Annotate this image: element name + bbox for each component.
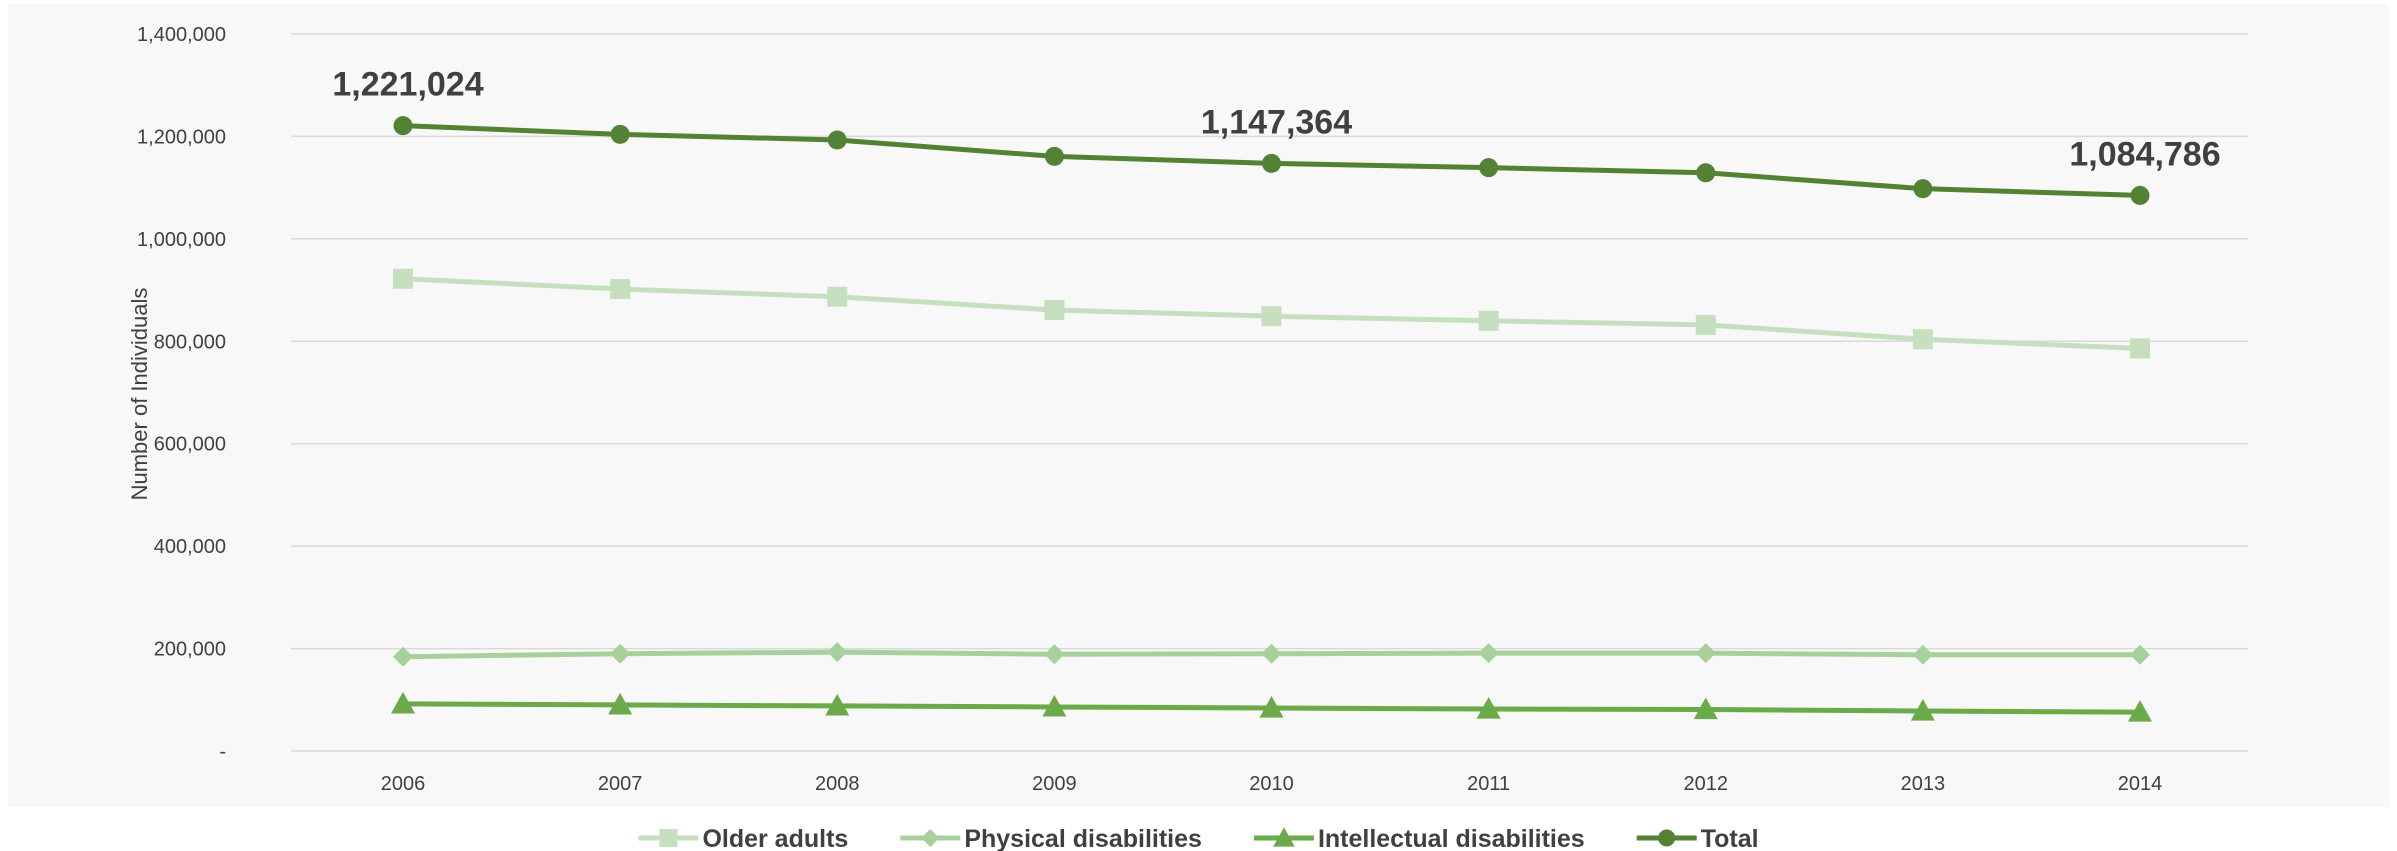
x-tick-label: 2010	[1249, 773, 1294, 795]
data-label: 1,147,364	[1201, 103, 1352, 141]
data-point-intellectual-disabilities	[1910, 699, 1935, 721]
x-tick-label: 2009	[1032, 773, 1077, 795]
x-tick-label: 2013	[1901, 773, 1946, 795]
legend-label: Intellectual disabilities	[1318, 825, 1585, 851]
data-point-intellectual-disabilities	[825, 693, 850, 716]
y-tick-label: -	[219, 741, 226, 763]
data-point-intellectual-disabilities	[608, 692, 633, 715]
legend-item-total: Total	[1636, 825, 1759, 851]
series-lines	[391, 116, 2152, 722]
y-axis-title: Number of Individuals	[127, 288, 152, 501]
x-tick-label: 2007	[598, 773, 643, 795]
data-label: 1,084,786	[2069, 135, 2220, 173]
y-tick-label: 400,000	[154, 536, 226, 558]
data-point-physical-disabilities	[1912, 644, 1933, 665]
data-point-physical-disabilities	[1044, 644, 1065, 665]
data-point-total	[1044, 146, 1064, 166]
data-point-older-adults	[1044, 300, 1065, 321]
data-point-older-adults	[827, 286, 848, 307]
x-tick-label: 2008	[815, 773, 860, 795]
data-point-physical-disabilities	[1261, 643, 1282, 664]
plot-background	[8, 4, 2389, 807]
data-label: 1,221,024	[332, 66, 483, 104]
data-point-total	[610, 124, 630, 144]
legend-label: Physical disabilities	[964, 825, 1202, 851]
data-point-older-adults	[1912, 329, 1933, 350]
data-point-total	[1696, 163, 1716, 183]
data-point-older-adults	[393, 268, 413, 289]
data-point-intellectual-disabilities	[1693, 697, 1718, 720]
legend-item-physical-disabilities: Physical disabilities	[900, 825, 1202, 851]
legend-marker	[1658, 829, 1676, 847]
data-point-older-adults	[1261, 306, 1282, 327]
legend-label: Total	[1701, 825, 1759, 851]
data-point-total	[1262, 153, 1281, 173]
legend: Older adults Physical disabilities Intelle…	[638, 825, 1759, 851]
data-point-total	[2130, 185, 2150, 205]
data-point-total	[1479, 158, 1499, 178]
data-point-older-adults	[610, 279, 631, 300]
series-older-adults	[393, 268, 2150, 359]
x-tick-label: 2014	[2118, 773, 2163, 795]
legend-item-older-adults: Older adults	[638, 825, 848, 851]
data-labels: 1,221,024 1,147,364 1,084,786	[332, 66, 2220, 174]
x-tick-label: 2012	[1684, 773, 1729, 795]
data-point-intellectual-disabilities	[391, 691, 415, 714]
y-tick-label: 1,000,000	[137, 229, 226, 251]
axis-ticks: - 200,000 400,000 600,000 800,000 1,000,000 1,…	[137, 24, 2162, 795]
data-point-older-adults	[1695, 314, 1716, 335]
data-point-physical-disabilities	[393, 646, 413, 667]
data-point-physical-disabilities	[827, 642, 848, 663]
data-point-total	[1913, 179, 1933, 199]
x-tick-label: 2006	[381, 773, 426, 795]
series-intellectual-disabilities	[391, 691, 2152, 722]
y-tick-label: 800,000	[154, 331, 226, 353]
data-point-intellectual-disabilities	[1476, 697, 1501, 719]
legend-marker	[659, 829, 678, 847]
x-tick-label: 2011	[1467, 773, 1510, 795]
data-point-older-adults	[2130, 338, 2150, 359]
y-tick-label: 600,000	[154, 434, 226, 456]
legend-marker	[1273, 827, 1295, 847]
legend-marker	[921, 829, 940, 847]
data-point-intellectual-disabilities	[2128, 700, 2152, 722]
legend-label: Older adults	[702, 825, 848, 851]
data-point-physical-disabilities	[610, 643, 631, 664]
data-point-physical-disabilities	[1695, 643, 1716, 664]
data-point-intellectual-disabilities	[1259, 695, 1284, 718]
y-tick-label: 1,400,000	[137, 24, 226, 46]
data-point-physical-disabilities	[1478, 643, 1499, 664]
data-point-physical-disabilities	[2130, 644, 2150, 665]
data-point-intellectual-disabilities	[1042, 694, 1067, 717]
legend-item-intellectual-disabilities: Intellectual disabilities	[1253, 825, 1585, 851]
data-point-total	[827, 130, 847, 150]
data-point-total	[393, 116, 413, 136]
y-tick-label: 200,000	[154, 639, 226, 661]
y-tick-label: 1,200,000	[137, 126, 226, 148]
series-physical-disabilities	[393, 642, 2150, 667]
data-point-older-adults	[1478, 310, 1499, 331]
series-total	[393, 116, 2150, 205]
